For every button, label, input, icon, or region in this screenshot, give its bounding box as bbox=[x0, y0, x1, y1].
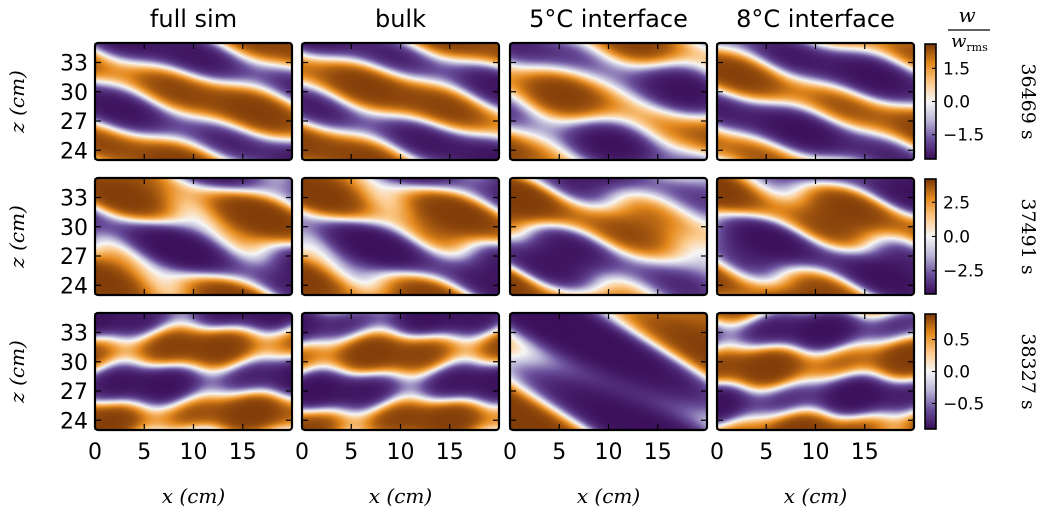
y-tick-label: 24 bbox=[60, 274, 88, 299]
x-tick-label: 5 bbox=[552, 440, 566, 465]
heatmap-image bbox=[95, 313, 292, 430]
y-axis-label: z (cm) bbox=[5, 70, 29, 134]
heatmap-image bbox=[302, 178, 499, 295]
column-title: 5°C interface bbox=[529, 5, 688, 33]
column-title: 8°C interface bbox=[736, 5, 895, 33]
heatmap-panel bbox=[715, 176, 916, 297]
y-tick-label: 33 bbox=[60, 187, 88, 212]
heatmap-image bbox=[302, 43, 499, 160]
colorbar-gradient bbox=[925, 44, 936, 159]
heatmap-image bbox=[510, 178, 707, 295]
heatmap-image bbox=[510, 43, 707, 160]
y-tick-label: 30 bbox=[60, 81, 88, 106]
heatmap-panel bbox=[93, 311, 294, 432]
heatmap-panel bbox=[508, 41, 709, 162]
x-tick-label: 0 bbox=[710, 440, 724, 465]
colorbar-gradient bbox=[925, 179, 936, 294]
y-tick-label: 24 bbox=[60, 139, 88, 164]
x-tick-label: 15 bbox=[229, 440, 257, 465]
colorbar-tick-label: −1.5 bbox=[943, 126, 984, 146]
y-tick-label: 27 bbox=[60, 110, 88, 135]
x-tick-label: 5 bbox=[344, 440, 358, 465]
y-tick-label: 30 bbox=[60, 216, 88, 241]
time-label: 38327 s bbox=[1017, 333, 1039, 409]
heatmap-image bbox=[717, 178, 914, 295]
x-tick-label: 15 bbox=[851, 440, 879, 465]
heatmap-image bbox=[95, 178, 292, 295]
heatmap-panel bbox=[715, 311, 916, 432]
x-tick-label: 0 bbox=[88, 440, 102, 465]
y-tick-label: 27 bbox=[60, 380, 88, 405]
heatmap-panel bbox=[300, 41, 501, 162]
colorbar-tick-label: −0.5 bbox=[943, 394, 984, 414]
y-tick-label: 33 bbox=[60, 52, 88, 77]
colorbar-tick-label: 0.0 bbox=[943, 93, 970, 113]
x-tick-label: 0 bbox=[295, 440, 309, 465]
column-title: bulk bbox=[375, 5, 426, 33]
colorbar-tick-label: 0.5 bbox=[943, 331, 970, 351]
heatmap-image bbox=[302, 313, 499, 430]
x-tick-label: 5 bbox=[137, 440, 151, 465]
colorbar-gradient bbox=[925, 314, 936, 429]
heatmap-panel bbox=[300, 176, 501, 297]
heatmap-panel bbox=[508, 311, 709, 432]
heatmap-image bbox=[717, 313, 914, 430]
x-axis-label: x (cm) bbox=[784, 484, 847, 508]
heatmap-panel bbox=[508, 176, 709, 297]
x-axis-label: x (cm) bbox=[162, 484, 225, 508]
x-tick-label: 15 bbox=[436, 440, 464, 465]
column-title: full sim bbox=[150, 5, 237, 33]
heatmap-panel bbox=[93, 41, 294, 162]
time-label: 36469 s bbox=[1017, 63, 1039, 139]
heatmap-image bbox=[717, 43, 914, 160]
y-axis-label: z (cm) bbox=[5, 205, 29, 269]
y-tick-label: 24 bbox=[60, 409, 88, 434]
y-tick-label: 27 bbox=[60, 245, 88, 270]
x-tick-label: 10 bbox=[595, 440, 623, 465]
colorbar-label-denominator: wrms bbox=[951, 31, 988, 54]
y-axis-label: z (cm) bbox=[5, 340, 29, 404]
time-label: 37491 s bbox=[1017, 198, 1039, 274]
x-tick-label: 10 bbox=[180, 440, 208, 465]
heatmap-panel bbox=[715, 41, 916, 162]
colorbar-tick-label: 0.0 bbox=[943, 363, 970, 383]
x-tick-label: 5 bbox=[759, 440, 773, 465]
heatmap-panel bbox=[93, 176, 294, 297]
heatmap-image bbox=[95, 43, 292, 160]
x-axis-label: x (cm) bbox=[369, 484, 432, 508]
x-axis-label: x (cm) bbox=[577, 484, 640, 508]
x-tick-label: 10 bbox=[387, 440, 415, 465]
y-tick-label: 30 bbox=[60, 351, 88, 376]
colorbar-tick-label: 0.0 bbox=[943, 228, 970, 248]
x-tick-label: 0 bbox=[503, 440, 517, 465]
heatmap-panel bbox=[300, 311, 501, 432]
colorbar-tick-label: −2.5 bbox=[943, 262, 984, 282]
colorbar-tick-label: 1.5 bbox=[943, 59, 970, 79]
x-tick-label: 15 bbox=[644, 440, 672, 465]
x-tick-label: 10 bbox=[802, 440, 830, 465]
colorbar-tick-label: 2.5 bbox=[943, 193, 970, 213]
heatmap-image bbox=[510, 313, 707, 430]
colorbar-label-numerator: w bbox=[958, 3, 975, 27]
y-tick-label: 33 bbox=[60, 322, 88, 347]
